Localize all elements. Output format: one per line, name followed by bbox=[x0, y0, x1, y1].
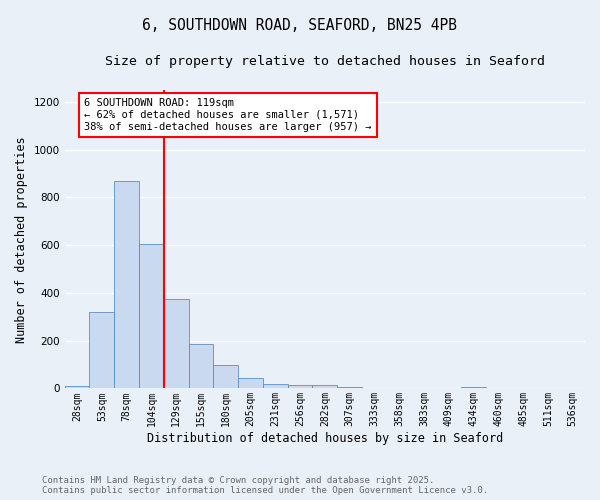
Bar bbox=[65, 386, 89, 388]
Bar bbox=[238, 378, 263, 388]
Bar bbox=[287, 385, 313, 388]
Text: 6 SOUTHDOWN ROAD: 119sqm
← 62% of detached houses are smaller (1,571)
38% of sem: 6 SOUTHDOWN ROAD: 119sqm ← 62% of detach… bbox=[85, 98, 372, 132]
Bar bbox=[461, 386, 486, 388]
Bar bbox=[89, 312, 114, 388]
Bar bbox=[164, 299, 188, 388]
Bar bbox=[263, 384, 287, 388]
Y-axis label: Number of detached properties: Number of detached properties bbox=[15, 136, 28, 342]
Title: Size of property relative to detached houses in Seaford: Size of property relative to detached ho… bbox=[105, 55, 545, 68]
Bar bbox=[114, 180, 139, 388]
Text: Contains HM Land Registry data © Crown copyright and database right 2025.
Contai: Contains HM Land Registry data © Crown c… bbox=[42, 476, 488, 495]
Bar bbox=[313, 385, 337, 388]
Bar bbox=[337, 387, 362, 388]
Bar bbox=[188, 344, 214, 389]
X-axis label: Distribution of detached houses by size in Seaford: Distribution of detached houses by size … bbox=[147, 432, 503, 445]
Bar bbox=[139, 244, 164, 388]
Text: 6, SOUTHDOWN ROAD, SEAFORD, BN25 4PB: 6, SOUTHDOWN ROAD, SEAFORD, BN25 4PB bbox=[143, 18, 458, 32]
Bar bbox=[214, 364, 238, 388]
